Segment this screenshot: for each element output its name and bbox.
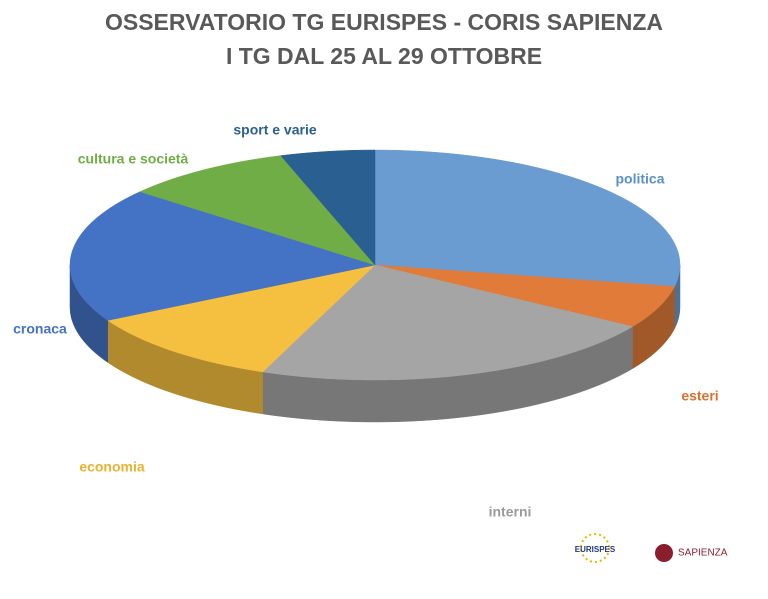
chart-title: OSSERVATORIO TG EURISPES - CORIS SAPIENZ… bbox=[105, 9, 663, 35]
sapienza-logo: SAPIENZA bbox=[678, 548, 728, 559]
chart-subtitle: I TG DAL 25 AL 29 OTTOBRE bbox=[226, 43, 542, 69]
slice-label: cronaca bbox=[13, 321, 67, 337]
sapienza-emblem bbox=[655, 544, 673, 562]
slice-label: economia bbox=[79, 459, 145, 475]
logos: EURISPES SAPIENZA bbox=[575, 533, 728, 563]
slice bbox=[262, 264, 634, 381]
slice-label: cultura e società bbox=[78, 151, 189, 167]
slice-label: politica bbox=[615, 171, 664, 187]
slice-label: esteri bbox=[681, 388, 718, 404]
eurispes-emblem bbox=[580, 533, 610, 563]
slice bbox=[69, 191, 376, 321]
slice bbox=[374, 149, 681, 287]
slice bbox=[139, 155, 376, 266]
slice-label: sport e varie bbox=[233, 122, 316, 138]
eurispes-logo: EURISPES bbox=[575, 545, 616, 554]
slice bbox=[374, 264, 676, 327]
slice-label: interni bbox=[489, 504, 532, 520]
slice bbox=[280, 149, 376, 266]
slice bbox=[107, 264, 376, 373]
